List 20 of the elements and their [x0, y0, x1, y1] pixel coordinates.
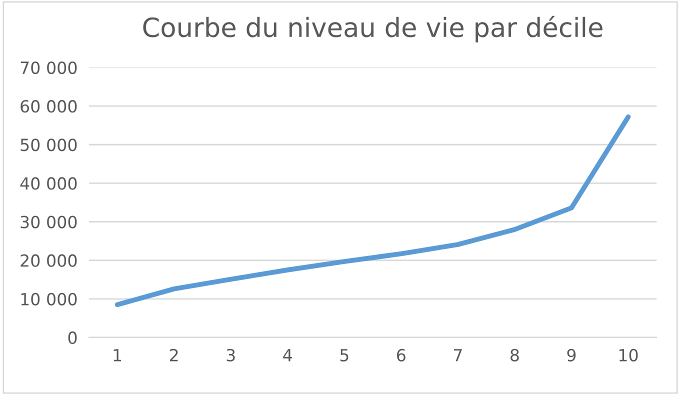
x-tick-label: 2 [170, 348, 178, 362]
line-series [114, 114, 631, 308]
x-tick-label: 6 [397, 348, 406, 362]
x-tick-label: 1 [114, 349, 122, 362]
x-tick-label: 9 [567, 348, 576, 362]
y-tick-label: 70 000 [20, 61, 77, 74]
x-tick-label: 5 [340, 349, 348, 362]
x-tick-label: 4 [283, 349, 292, 362]
y-tick-label: 0 [68, 331, 77, 344]
x-tick-label: 8 [510, 348, 519, 362]
y-tick-label: 10 000 [21, 292, 77, 306]
y-tick-label: 50 000 [20, 138, 77, 152]
x-tick-label: 10 [619, 348, 638, 362]
x-tick-label: 3 [226, 348, 235, 362]
y-tick-label: 30 000 [20, 216, 77, 228]
y-tick-label: 40 000 [20, 177, 77, 190]
y-tick-label: 20 000 [20, 254, 77, 267]
x-tick-label: 7 [454, 349, 462, 362]
y-tick-label: 60 000 [20, 100, 77, 113]
chart-title: Courbe du niveau de vie par décile [143, 16, 602, 42]
